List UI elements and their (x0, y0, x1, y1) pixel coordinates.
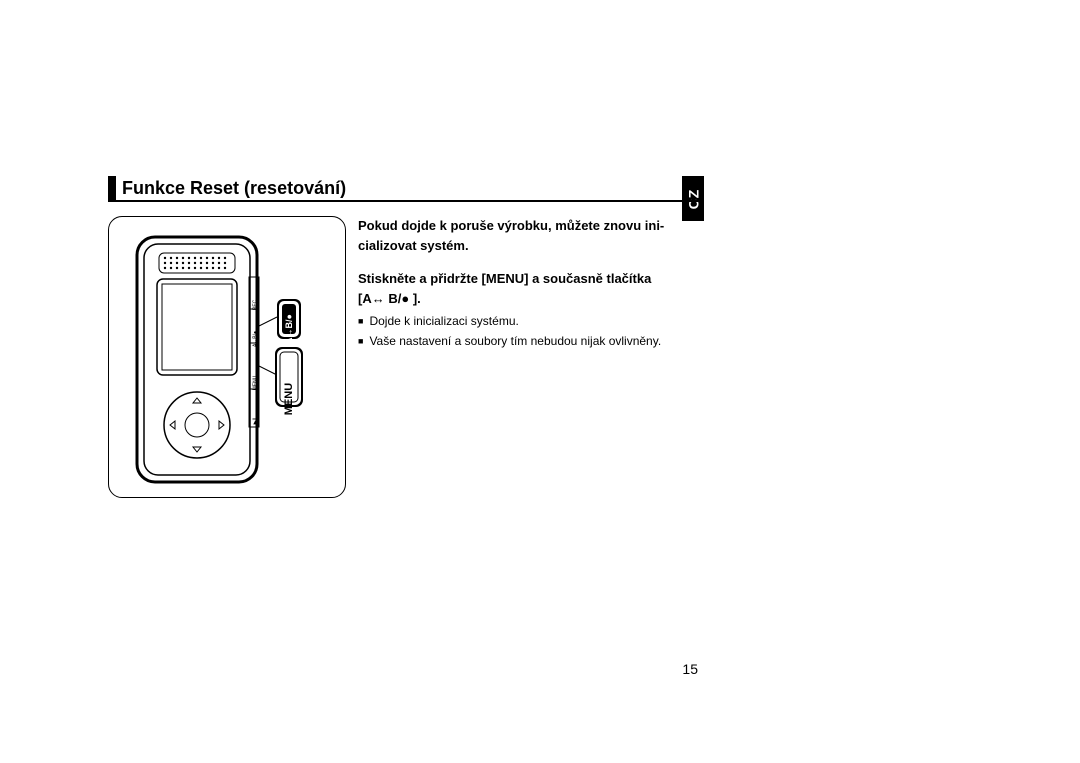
side-label-ab: A↔B/● (253, 331, 259, 347)
side-label-rec: REC (253, 299, 259, 310)
double-arrow-icon: ↔ (372, 291, 385, 306)
callout-button-ab: A↔B/● (259, 299, 301, 344)
bullet-row-1: ■ Dojde k inicializaci systému. (358, 312, 688, 330)
page-number: 15 (0, 661, 698, 677)
dpad-outer (164, 392, 230, 458)
step-suffix: ]. (409, 291, 421, 306)
side-label-menu: MENU (253, 375, 259, 390)
step-line-2: [A↔ B/● ]. (358, 289, 421, 309)
callout-button-menu-label: MENU (283, 383, 295, 415)
intro-line-1: Pokud dojde k poruše výrobku, můžete zno… (358, 218, 664, 233)
device-illustration-box: REC A↔B/● MENU ▶II A↔B/● (108, 216, 346, 498)
side-label-play: ▶II (253, 418, 259, 425)
dpad-center (185, 413, 209, 437)
player-screen-outer (157, 279, 237, 375)
step-line-1: Stiskněte a přidržte [MENU] a současně t… (358, 271, 651, 286)
callout-button-ab-label: A↔B/● (284, 314, 294, 344)
content-row: REC A↔B/● MENU ▶II A↔B/● (108, 216, 698, 498)
square-bullet-icon: ■ (358, 332, 363, 350)
player-screen-inner (162, 284, 232, 370)
intro-paragraph: Pokud dojde k poruše výrobku, můžete zno… (358, 216, 688, 255)
manual-page: Funkce Reset (resetování) (108, 176, 698, 498)
heading-rule (108, 200, 698, 202)
bullet-text-2: Vaše nastavení a soubory tím nebudou nij… (369, 332, 661, 350)
device-illustration: REC A↔B/● MENU ▶II A↔B/● (109, 217, 345, 497)
instruction-text-column: Pokud dojde k poruše výrobku, můžete zno… (358, 216, 688, 352)
step-paragraph: Stiskněte a přidržte [MENU] a současně t… (358, 269, 688, 308)
step-mid: B/ (385, 291, 402, 306)
step-prefix: [A (358, 291, 372, 306)
heading-accent-bar (108, 176, 116, 200)
section-heading-row: Funkce Reset (resetování) (108, 176, 698, 200)
section-heading: Funkce Reset (resetování) (122, 176, 346, 200)
intro-line-2: cializovat systém. (358, 238, 469, 253)
bullet-text-1: Dojde k inicializaci systému. (369, 312, 518, 330)
player-body (137, 237, 257, 482)
bullet-row-2: ■ Vaše nastavení a soubory tím nebudou n… (358, 332, 688, 350)
dpad-arrows (170, 398, 224, 452)
speaker-grille (159, 253, 235, 273)
square-bullet-icon: ■ (358, 312, 363, 330)
callout-button-menu: MENU (259, 347, 303, 415)
